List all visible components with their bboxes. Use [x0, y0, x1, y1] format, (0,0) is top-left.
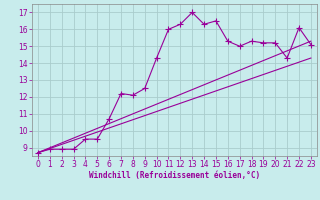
- X-axis label: Windchill (Refroidissement éolien,°C): Windchill (Refroidissement éolien,°C): [89, 171, 260, 180]
